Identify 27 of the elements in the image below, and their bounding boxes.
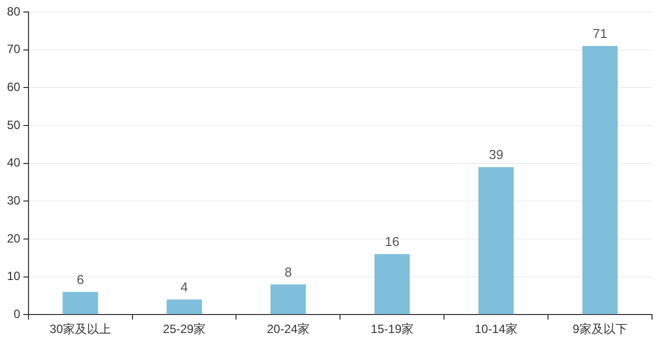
bar xyxy=(582,46,618,314)
x-tick-label: 15-19家 xyxy=(370,322,414,336)
bar xyxy=(270,284,306,314)
data-label: 71 xyxy=(592,26,608,42)
x-tick-label: 20-24家 xyxy=(266,322,310,336)
y-tick-label: 20 xyxy=(6,231,21,246)
data-label: 39 xyxy=(488,147,504,162)
bar xyxy=(374,254,410,314)
y-tick-label: 0 xyxy=(14,306,21,321)
data-label: 16 xyxy=(384,234,400,250)
x-tick-label: 30家及以上 xyxy=(50,322,111,336)
y-tick-label: 40 xyxy=(6,156,21,170)
x-tick-label: 9家及以下 xyxy=(572,322,628,336)
data-label: 6 xyxy=(76,272,84,287)
bar xyxy=(62,292,98,314)
data-label: 4 xyxy=(180,280,188,295)
y-tick-label: 70 xyxy=(6,42,21,56)
y-tick-label: 50 xyxy=(6,118,21,132)
bar xyxy=(166,299,202,314)
y-tick-label: 10 xyxy=(6,269,21,284)
x-tick-label: 25-29家 xyxy=(162,322,206,336)
y-tick-label: 80 xyxy=(6,4,21,18)
x-tick-label: 10-14家 xyxy=(474,322,518,336)
bar xyxy=(478,167,514,314)
y-tick-label: 30 xyxy=(6,193,21,208)
data-label: 8 xyxy=(284,264,292,280)
y-tick-label: 60 xyxy=(6,80,21,94)
